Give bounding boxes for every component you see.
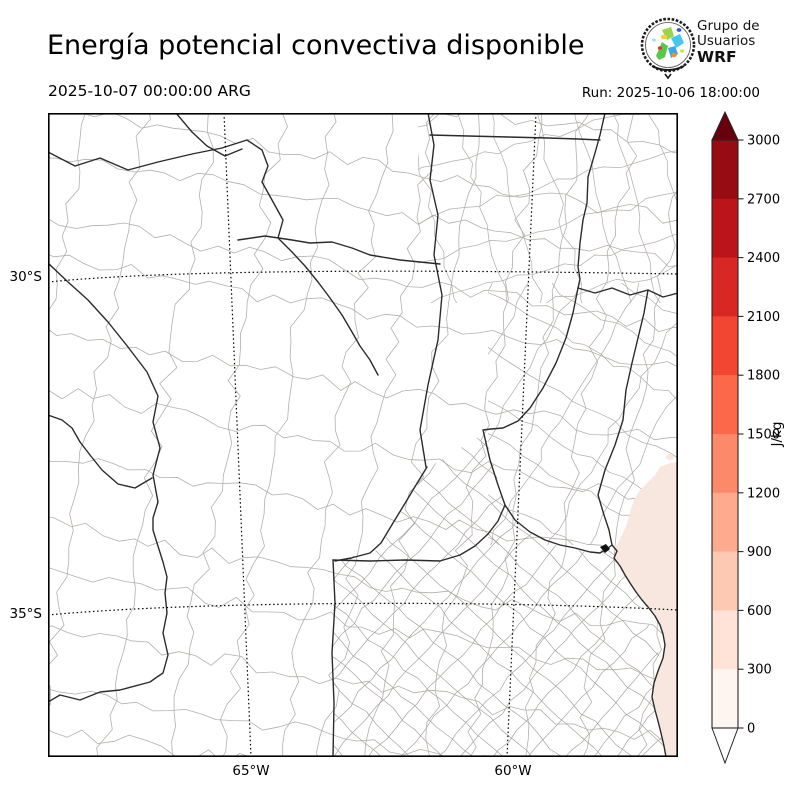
colorbar-under-arrow xyxy=(711,727,739,765)
valid-time-label: 2025-10-07 00:00:00 ARG xyxy=(48,82,251,100)
svg-text:1500: 1500 xyxy=(747,428,780,443)
svg-text:1800: 1800 xyxy=(747,369,780,384)
page-title: Energía potencial convectiva disponible xyxy=(47,30,585,61)
logo-text-line1: Grupo de xyxy=(697,18,760,34)
svg-text:2700: 2700 xyxy=(747,192,780,207)
map-background xyxy=(48,113,678,757)
wrf-logo-icon xyxy=(640,17,696,80)
logo-text-line3: WRF xyxy=(697,48,737,66)
lon-tick-label-60w: 60°W xyxy=(494,763,532,779)
colorbar-over-arrow xyxy=(711,110,739,141)
city-marker xyxy=(600,544,610,553)
lon-tick-label-65w: 65°W xyxy=(232,763,270,779)
map-canvas xyxy=(48,113,678,757)
lat-tick-label-30s: 30°S xyxy=(9,269,43,285)
run-time-label: Run: 2025-10-06 18:00:00 xyxy=(581,85,760,101)
map-frame xyxy=(48,113,678,757)
svg-text:2100: 2100 xyxy=(747,310,780,325)
svg-text:900: 900 xyxy=(747,545,772,560)
province-boundaries-layer xyxy=(48,113,678,757)
svg-text:600: 600 xyxy=(747,604,772,619)
svg-text:1200: 1200 xyxy=(747,486,780,501)
svg-text:2400: 2400 xyxy=(747,251,780,266)
svg-text:0: 0 xyxy=(747,722,755,737)
colorbar-unit-label: J/kg xyxy=(769,422,785,448)
logo-text-line2: Usuarios xyxy=(697,33,756,49)
colorbar-segments xyxy=(712,140,738,729)
lat-tick-label-35s: 35°S xyxy=(9,606,43,622)
svg-text:3000: 3000 xyxy=(747,134,780,149)
cape-shaded-region xyxy=(612,454,678,757)
graticule-layer xyxy=(48,113,678,757)
svg-text:300: 300 xyxy=(747,663,772,678)
